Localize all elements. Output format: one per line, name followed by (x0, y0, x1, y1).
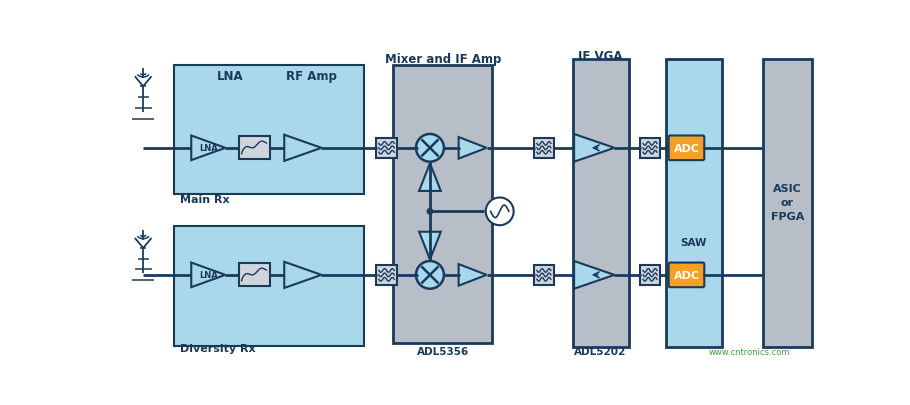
Text: LNA: LNA (199, 144, 217, 153)
FancyBboxPatch shape (238, 137, 269, 160)
FancyBboxPatch shape (534, 139, 554, 158)
Polygon shape (191, 263, 226, 288)
Text: ADC: ADC (673, 143, 700, 153)
Circle shape (486, 198, 513, 226)
FancyBboxPatch shape (640, 265, 660, 285)
FancyBboxPatch shape (669, 263, 704, 288)
Polygon shape (574, 261, 614, 289)
FancyBboxPatch shape (534, 265, 554, 285)
Text: ADL5356: ADL5356 (417, 346, 470, 356)
Text: LC: LC (686, 141, 701, 150)
Polygon shape (574, 134, 614, 162)
Text: Mixer and IF Amp: Mixer and IF Amp (385, 53, 501, 66)
Text: IF VGA: IF VGA (578, 50, 622, 63)
Text: www.cntronics.com: www.cntronics.com (709, 347, 790, 356)
FancyBboxPatch shape (393, 66, 492, 343)
Polygon shape (284, 262, 321, 288)
Text: ASIC
or
FPGA: ASIC or FPGA (771, 183, 804, 221)
Circle shape (416, 134, 444, 162)
Text: LNA: LNA (199, 271, 217, 280)
Text: ADL5202: ADL5202 (574, 346, 627, 356)
FancyBboxPatch shape (376, 139, 398, 158)
Text: ADC: ADC (673, 270, 700, 280)
FancyBboxPatch shape (238, 264, 269, 287)
Text: Diversity Rx: Diversity Rx (180, 343, 256, 353)
Text: SAW: SAW (680, 237, 707, 247)
Text: Main Rx: Main Rx (180, 194, 230, 204)
Circle shape (427, 209, 432, 215)
FancyBboxPatch shape (640, 139, 660, 158)
Polygon shape (459, 138, 487, 159)
Polygon shape (191, 136, 226, 161)
FancyBboxPatch shape (572, 60, 629, 347)
FancyBboxPatch shape (763, 60, 812, 347)
Polygon shape (420, 232, 440, 260)
FancyBboxPatch shape (665, 60, 723, 347)
Text: LNA: LNA (217, 70, 243, 83)
Polygon shape (459, 264, 487, 286)
FancyBboxPatch shape (669, 136, 704, 161)
FancyBboxPatch shape (376, 265, 398, 285)
FancyBboxPatch shape (174, 66, 364, 194)
Polygon shape (420, 164, 440, 192)
Circle shape (416, 261, 444, 289)
Polygon shape (284, 135, 321, 162)
FancyBboxPatch shape (174, 227, 364, 346)
Text: RF Amp: RF Amp (286, 70, 337, 83)
